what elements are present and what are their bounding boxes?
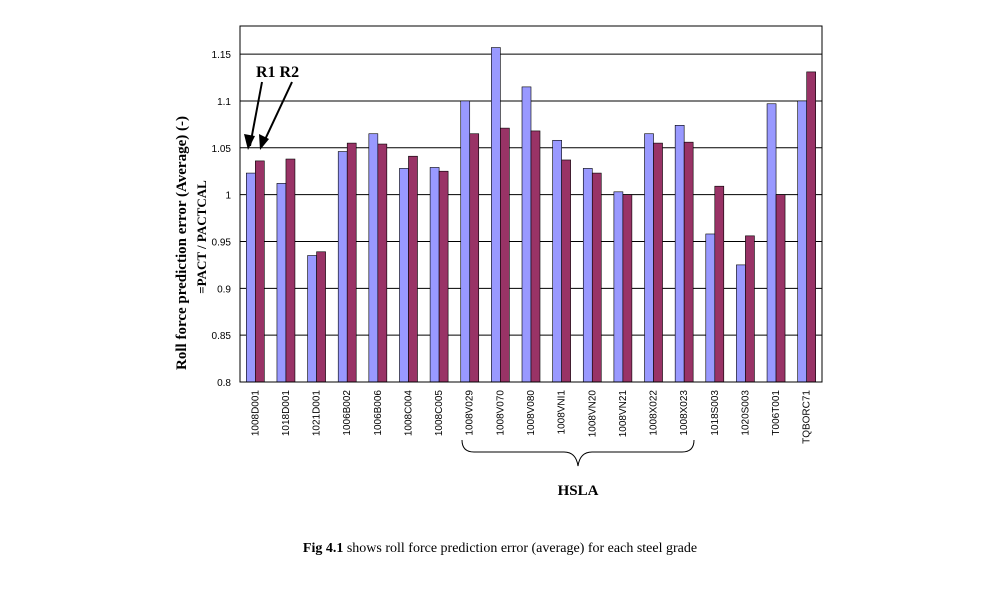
bar-r2-1008VNI1 (561, 159, 571, 383)
figure-caption: Fig 4.1 shows roll force prediction erro… (0, 541, 1000, 557)
y-tick-labels: 0.8 0.85 0.9 0.95 1 1.05 1.1 1.15 (212, 50, 232, 389)
arrow-r2 (261, 81, 293, 147)
bar-r2-1008VN20 (591, 172, 602, 383)
y-tick-label: 0.9 (217, 284, 231, 295)
x-tick-label: 1006B002 (342, 390, 353, 436)
y-tick-label: 1.1 (217, 97, 231, 108)
x-tick-label: 1008X023 (679, 390, 690, 436)
bar-r1-T006T001 (766, 103, 777, 383)
x-tick-label: 1008C005 (434, 390, 445, 437)
y-tick-label: 0.95 (212, 237, 232, 248)
bar-r2-1008V080 (530, 130, 541, 383)
arrow-r2-head (259, 134, 269, 150)
bar-r1-1008VN20 (582, 168, 593, 383)
bar-r2-1006B006 (377, 143, 388, 383)
bar-r1-1021D001 (307, 255, 317, 383)
bar-r2-1021D001 (316, 251, 326, 383)
x-tick-label: 1008V029 (465, 390, 476, 436)
bar-r2-1008V070 (500, 127, 510, 383)
x-tick-label: 1008VN21 (618, 390, 629, 438)
bar-r1-1008X023 (674, 125, 685, 383)
bar-r2-1018D001 (285, 158, 296, 383)
bar-r1-1008V080 (521, 86, 532, 383)
x-tick-label: 1008VN20 (587, 390, 598, 438)
bar-r1-1008VNI1 (552, 139, 562, 383)
bar-r2-1008C005 (438, 170, 449, 383)
x-tick-label: 1008V070 (495, 390, 506, 436)
x-tick-label: 1008VNI1 (557, 390, 568, 435)
bar-r2-1008C004 (408, 155, 418, 383)
y-axis-title: Roll force prediction error (Average) (-… (174, 116, 190, 370)
arrow-heads (244, 134, 269, 150)
bar-r1-1008V029 (460, 100, 471, 383)
bar-r1-1008VN21 (613, 191, 624, 383)
x-tick-label: 1021D001 (312, 390, 323, 437)
hsla-label: HSLA (558, 483, 599, 499)
caption-text: shows roll force prediction error (avera… (343, 541, 698, 556)
bars (246, 47, 816, 383)
bar-r2-TQBORC71 (806, 71, 816, 383)
y-axis-formula: =PACT / PACTCAL (194, 180, 209, 294)
hsla-brace (461, 439, 695, 467)
arrow-r1 (249, 81, 263, 147)
bar-r1-1018D001 (276, 183, 287, 383)
bar-r2-T006T001 (775, 194, 786, 383)
bar-r1-1018S003 (705, 233, 716, 383)
plot-frame (239, 25, 823, 383)
bar-r1-1006B002 (337, 151, 348, 383)
figure-number: Fig 4.1 (302, 541, 344, 556)
bar-r1-1008X022 (644, 133, 654, 383)
arrow-r1-head (244, 134, 255, 150)
bar-r2-1018S003 (714, 185, 725, 383)
bar-r2-1020S003 (745, 235, 755, 383)
y-tick-label: 1 (225, 191, 231, 202)
bar-r2-1008VN21 (622, 194, 633, 383)
x-tick-label: 1020S003 (740, 390, 751, 436)
y-tick-label: 1.05 (212, 144, 232, 155)
bar-r2-1008X022 (653, 142, 663, 383)
bar-r1-1020S003 (736, 264, 746, 383)
y-tick-label: 0.85 (212, 331, 232, 342)
bar-r2-1006B002 (346, 142, 357, 383)
x-tick-label: 1008X022 (649, 390, 660, 436)
bar-r1-1008D001 (246, 172, 256, 383)
bar-r1-1008C005 (429, 167, 440, 383)
bar-r2-1008X023 (683, 141, 694, 383)
bar-r1-1006B006 (368, 133, 379, 383)
y-tick-label: 0.8 (217, 378, 231, 389)
bar-r1-1008C004 (399, 168, 409, 383)
x-tick-labels: 1008D001 1018D001 1021D001 1006B002 1006B006… (250, 390, 812, 444)
x-tick-label: TQBORC71 (802, 390, 813, 444)
x-tick-label: 1008C004 (403, 390, 414, 437)
annotation-arrows (249, 81, 293, 147)
bar-r1-1008V070 (491, 47, 501, 383)
x-tick-label: 1008D001 (250, 390, 261, 437)
bar-r2-1008D001 (255, 160, 265, 383)
series-labels-annotation: R1 R2 (256, 64, 299, 81)
x-tick-label: 1018D001 (281, 390, 292, 437)
y-tick-label: 1.15 (212, 50, 232, 61)
x-tick-label: 1008V080 (526, 390, 537, 436)
bar-r1-TQBORC71 (797, 100, 807, 383)
bar-r2-1008V029 (469, 133, 480, 383)
x-tick-label: T006T001 (771, 390, 782, 436)
x-tick-label: 1006B006 (373, 390, 384, 436)
x-tick-label: 1018S003 (710, 390, 721, 436)
